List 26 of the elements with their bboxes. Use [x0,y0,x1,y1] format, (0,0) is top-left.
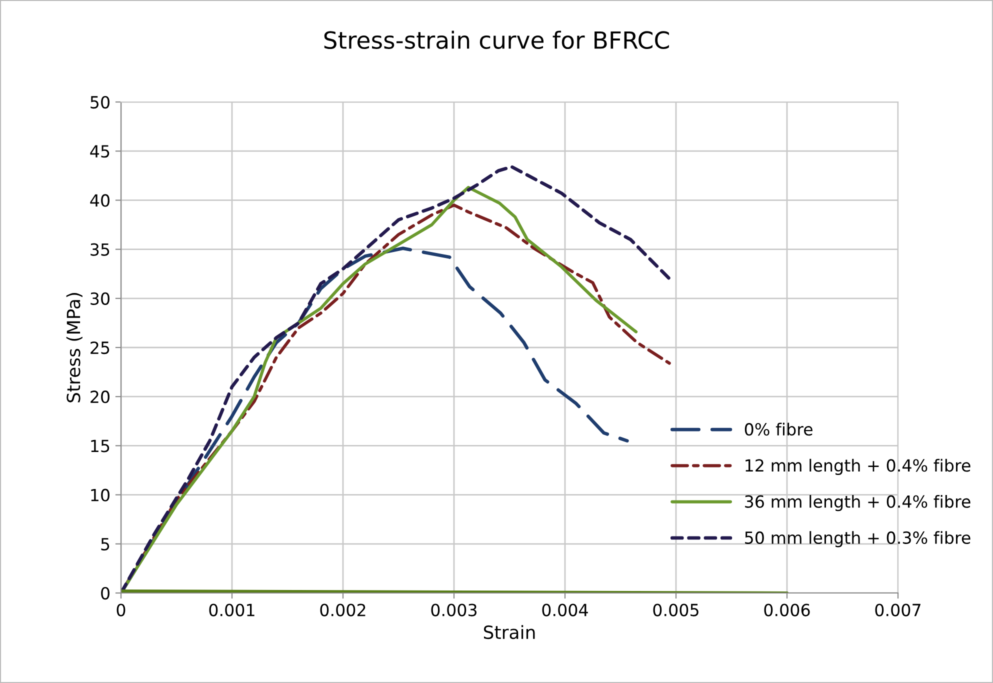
legend-label: 0% fibre [744,422,812,436]
x-axis-title: Strain [484,625,535,640]
y-tick-label: 50 [90,96,110,109]
x-tick-label: 0.001 [209,604,254,616]
x-tick-label: 0.006 [764,604,810,616]
y-tick-label: 30 [90,292,110,305]
y-tick-label: 40 [90,194,110,207]
y-tick-label: 0 [101,586,110,600]
y-tick-label: 5 [101,538,110,550]
y-tick-label: 20 [90,390,110,404]
x-tick-label: 0 [116,604,126,616]
x-tick-label: 0.002 [320,604,366,616]
legend-label: 50 mm length + 0.3% fibre [745,531,970,548]
x-tick-label: 0.003 [431,604,477,616]
legend-label: 36 mm length + 0.4% fibre [745,494,970,512]
x-tick-label: 0.007 [875,604,920,616]
y-tick-label: 25 [90,341,110,354]
y-tick-label: 10 [91,488,110,502]
x-tick-label: 0.004 [542,604,588,616]
chart-title: Stress-strain curve for BFRCC [324,30,669,50]
y-tick-label: 15 [91,440,110,452]
y-tick-label: 35 [90,243,110,256]
x-tick-label: 0.005 [653,604,698,616]
legend-label: 12 mm length + 0.4% fibre [746,458,970,475]
y-axis-title: Stress (MPa) [66,293,82,402]
y-tick-label: 45 [90,145,110,158]
